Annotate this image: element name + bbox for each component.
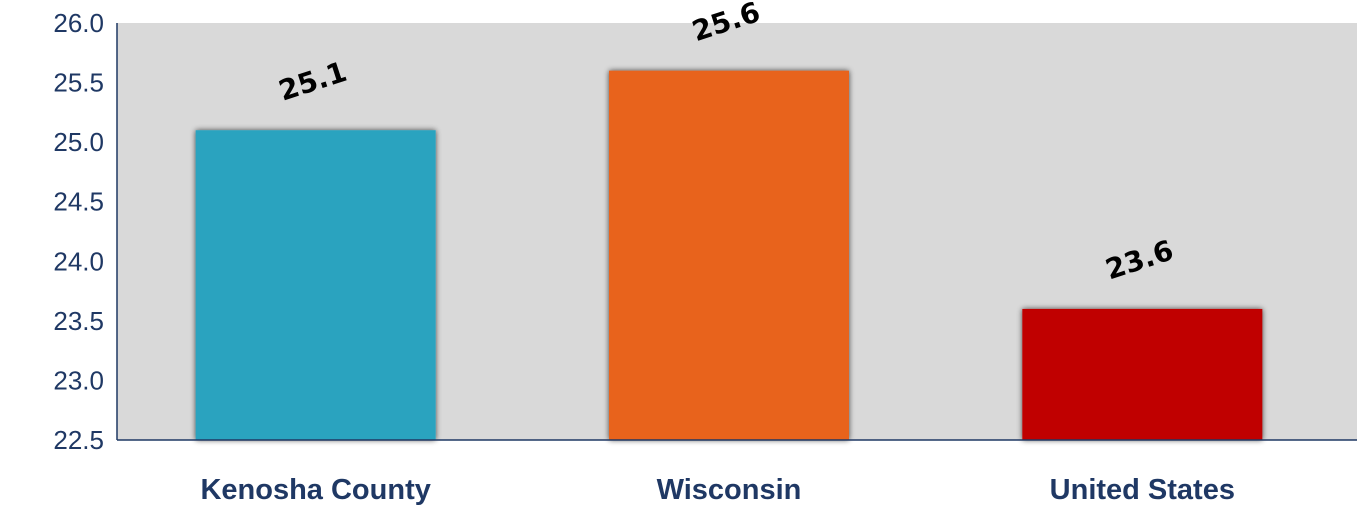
y-tick-label: 24.5 <box>53 187 104 217</box>
y-tick-label: 26.0 <box>53 8 104 38</box>
category-label: United States <box>1050 474 1235 506</box>
y-tick-label: 24.0 <box>53 246 104 276</box>
y-tick-label: 22.5 <box>53 425 104 455</box>
bars-group <box>195 70 1263 441</box>
bar-united-states <box>1022 308 1263 440</box>
x-axis-labels: Kenosha County Wisconsin United States <box>200 474 1235 506</box>
category-label: Kenosha County <box>200 474 430 506</box>
y-tick-label: 23.0 <box>53 365 104 395</box>
y-tick-label: 25.5 <box>53 68 104 98</box>
bar-kenosha-county <box>195 130 436 440</box>
y-tick-label: 25.0 <box>53 127 104 157</box>
bar-wisconsin <box>609 70 849 441</box>
y-tick-label: 23.5 <box>53 306 104 336</box>
category-label: Wisconsin <box>657 474 802 506</box>
y-axis-ticks: 22.5 23.0 23.5 24.0 24.5 25.0 25.5 26.0 <box>53 8 104 455</box>
